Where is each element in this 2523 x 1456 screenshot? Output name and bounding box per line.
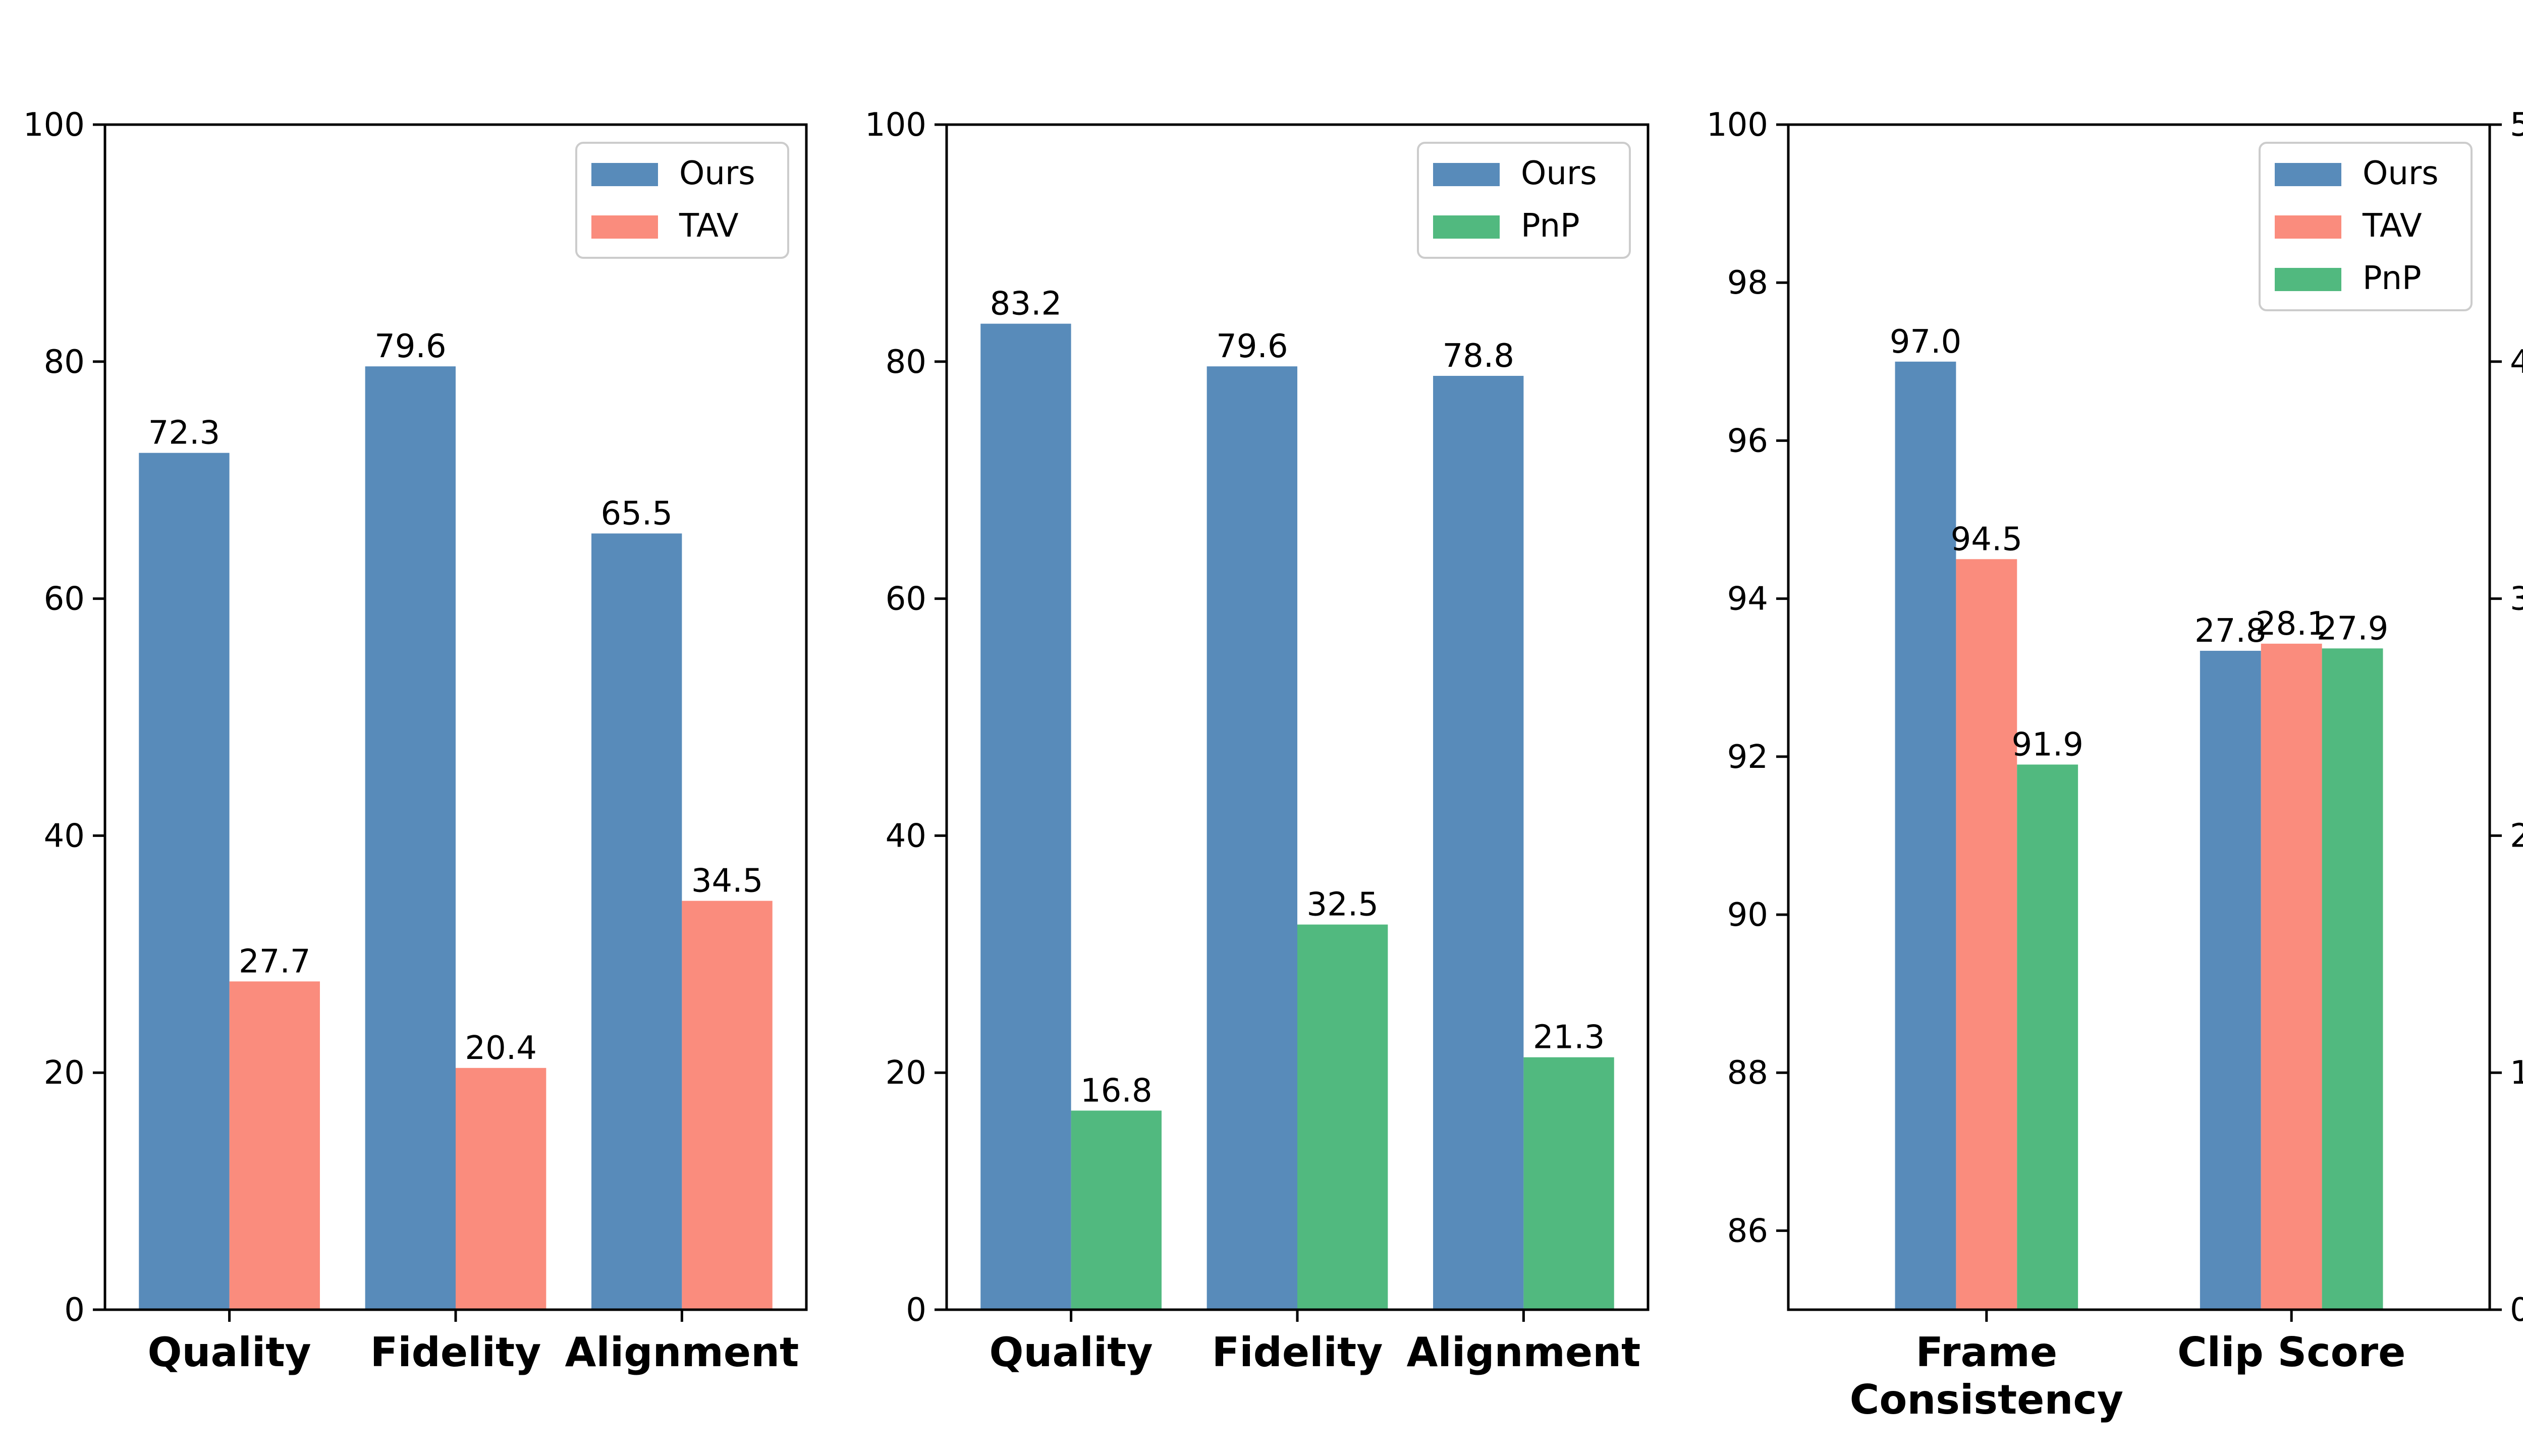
x-category-label: Alignment [565,1329,799,1376]
x-category-label: Consistency [1850,1376,2123,1423]
y2-tick-label: 40 [2510,344,2523,381]
y-tick-label: 20 [886,1054,926,1092]
bar-tav-2 [2261,643,2322,1310]
value-label: 91.9 [2011,726,2083,763]
bar-tav-3 [682,901,773,1310]
y-tick-label: 94 [1727,581,1768,618]
bar-ours-2 [2200,650,2261,1310]
y-tick-label: 40 [44,817,85,855]
y-tick-label: 92 [1727,739,1768,776]
legend-label: TAV [679,207,739,245]
legend-label: Ours [1521,155,1597,192]
legend-label: Ours [2363,155,2439,192]
bar-ours-3 [1433,375,1524,1310]
y-tick-label: 100 [865,106,926,144]
y-tick-label: 86 [1727,1212,1768,1250]
bar-pnp-1 [2017,764,2078,1310]
bar-ours-2 [1206,366,1297,1310]
value-label: 79.6 [1216,328,1288,365]
y-tick-label: 100 [1707,106,1768,144]
y2-tick-label: 0 [2510,1292,2523,1329]
legend-label: PnP [1521,207,1580,245]
bar-pnp-1 [1071,1110,1162,1310]
legend-label: Ours [679,155,755,192]
value-label: 65.5 [600,495,673,532]
x-category-label: Frame [1916,1329,2058,1376]
x-category-label: Alignment [1406,1329,1640,1376]
legend: Ours TAV [575,142,789,259]
bar-ours-1 [139,453,230,1310]
y-tick-label: 0 [64,1292,85,1329]
value-label: 21.3 [1533,1019,1605,1056]
bar-pnp-3 [1523,1057,1614,1310]
legend-swatch-ours [2275,163,2341,186]
y-tick-label: 0 [906,1292,926,1329]
legend-swatch-tav [2275,215,2341,239]
y2-tick-label: 10 [2510,1054,2523,1092]
legend-swatch-ours [591,163,658,186]
y-tick-label: 60 [44,581,85,618]
y-tick-label: 80 [44,344,85,381]
chart-panel-2: 83.2 79.6 78.8 16.8 32.5 21.3 0 20 40 60 80 100 Qual… [865,106,1650,1376]
legend-label: TAV [2362,207,2422,245]
bar-ours-2 [365,366,456,1310]
y-tick-label: 88 [1727,1054,1768,1092]
legend: Ours PnP [1417,142,1631,259]
bar-ours-1 [1895,361,1956,1310]
bar-ours-1 [980,323,1071,1310]
legend: Ours TAV PnP [2259,142,2473,311]
y-tick-label: 40 [886,817,926,855]
value-label: 83.2 [990,286,1062,323]
y-tick-label: 80 [886,344,926,381]
chart-panel-3: 97.0 27.8 94.5 28.1 91.9 27.9 86 88 90 92 94 96 98 10… [1707,106,2523,1423]
y-tick-label: 98 [1727,264,1768,302]
value-label: 94.5 [1951,521,2023,558]
x-category-label: Quality [990,1329,1153,1376]
y2-tick-label: 20 [2510,817,2523,855]
value-label: 28.1 [2256,605,2328,643]
legend-swatch-pnp [1433,215,1500,239]
value-label: 79.6 [374,328,447,365]
legend-swatch-pnp [2275,268,2341,291]
value-label: 27.8 [2195,612,2267,650]
y-tick-label: 100 [23,106,85,144]
legend-swatch-ours [1433,163,1500,186]
bar-tav-1 [229,981,320,1310]
value-label: 78.8 [1442,338,1514,375]
value-label: 16.8 [1080,1072,1153,1109]
bar-tav-1 [1956,559,2017,1310]
x-category-label: Fidelity [370,1329,541,1376]
bar-pnp-2 [2322,648,2383,1310]
value-label: 20.4 [465,1030,537,1067]
value-label: 34.5 [691,863,763,900]
legend-swatch-tav [591,215,658,239]
y-tick-label: 96 [1727,422,1768,460]
y-tick-label: 90 [1727,897,1768,934]
value-label: 32.5 [1306,886,1379,924]
chart-panel-1: 72.3 79.6 65.5 27.7 20.4 34.5 0 20 40 60 80 100 Qual… [23,106,808,1376]
bar-pnp-2 [1297,924,1388,1310]
y2-tick-label: 30 [2510,581,2523,618]
y2-tick-label: 50 [2510,106,2523,144]
x-category-label: Fidelity [1212,1329,1383,1376]
value-label: 27.9 [2317,610,2389,647]
value-label: 97.0 [1890,323,1962,361]
axes-frame [1787,123,2491,1311]
legend-label: PnP [2363,260,2422,297]
value-label: 27.7 [239,943,311,980]
y-tick-label: 20 [44,1054,85,1092]
bar-tav-2 [456,1068,546,1310]
bar-ours-3 [591,533,682,1310]
y-tick-label: 60 [886,581,926,618]
x-category-label: Quality [148,1329,311,1376]
x-category-label: Clip Score [2177,1329,2405,1376]
value-label: 72.3 [148,415,221,452]
